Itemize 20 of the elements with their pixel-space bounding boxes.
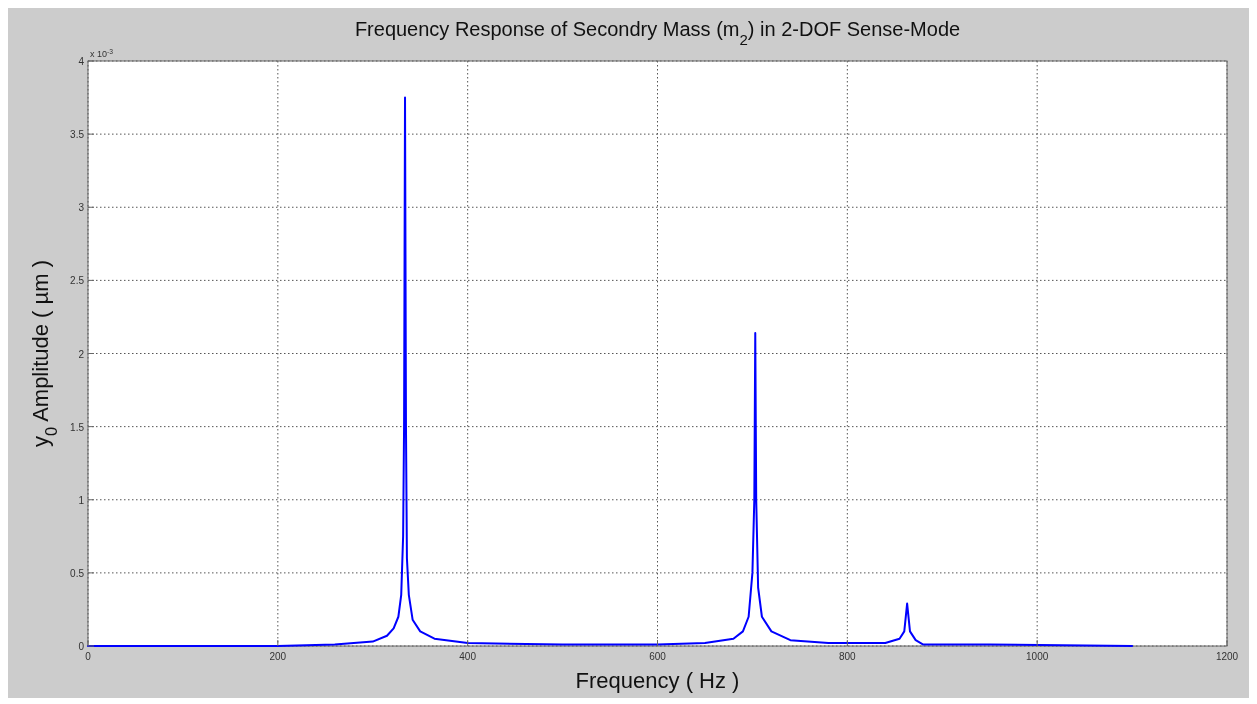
x-axis-title: Frequency ( Hz ) xyxy=(575,668,740,693)
y-tick-label: 1 xyxy=(78,494,85,506)
x-tick-label: 400 xyxy=(459,651,477,662)
y-tick-label: 4 xyxy=(78,56,85,67)
x-tick-label: 1000 xyxy=(1026,651,1049,662)
line-series xyxy=(87,96,1134,647)
y-tick-label: 0 xyxy=(78,641,85,652)
y-tick-label: 3.5 xyxy=(70,129,85,141)
y-tick-label: 3 xyxy=(78,202,85,214)
text: x 10$^{-3}$ xyxy=(90,47,114,59)
x-tick-label: 600 xyxy=(649,651,667,662)
y-tick-label: 0.5 xyxy=(70,567,85,579)
chart-title: Frequency Response of Secondry Mass (m$_{2}$) in 2-DOF Sense-Mode xyxy=(354,18,961,48)
x-tick-label: 200 xyxy=(269,651,287,662)
x-tick-label: 0 xyxy=(85,651,92,662)
y-tick-label: 2 xyxy=(78,348,85,360)
x-tick-label: 1200 xyxy=(1215,651,1239,662)
y-tick-label: 2.5 xyxy=(70,275,85,287)
y-tick-label: 1.5 xyxy=(70,421,85,433)
x-tick-label: 800 xyxy=(838,651,857,662)
